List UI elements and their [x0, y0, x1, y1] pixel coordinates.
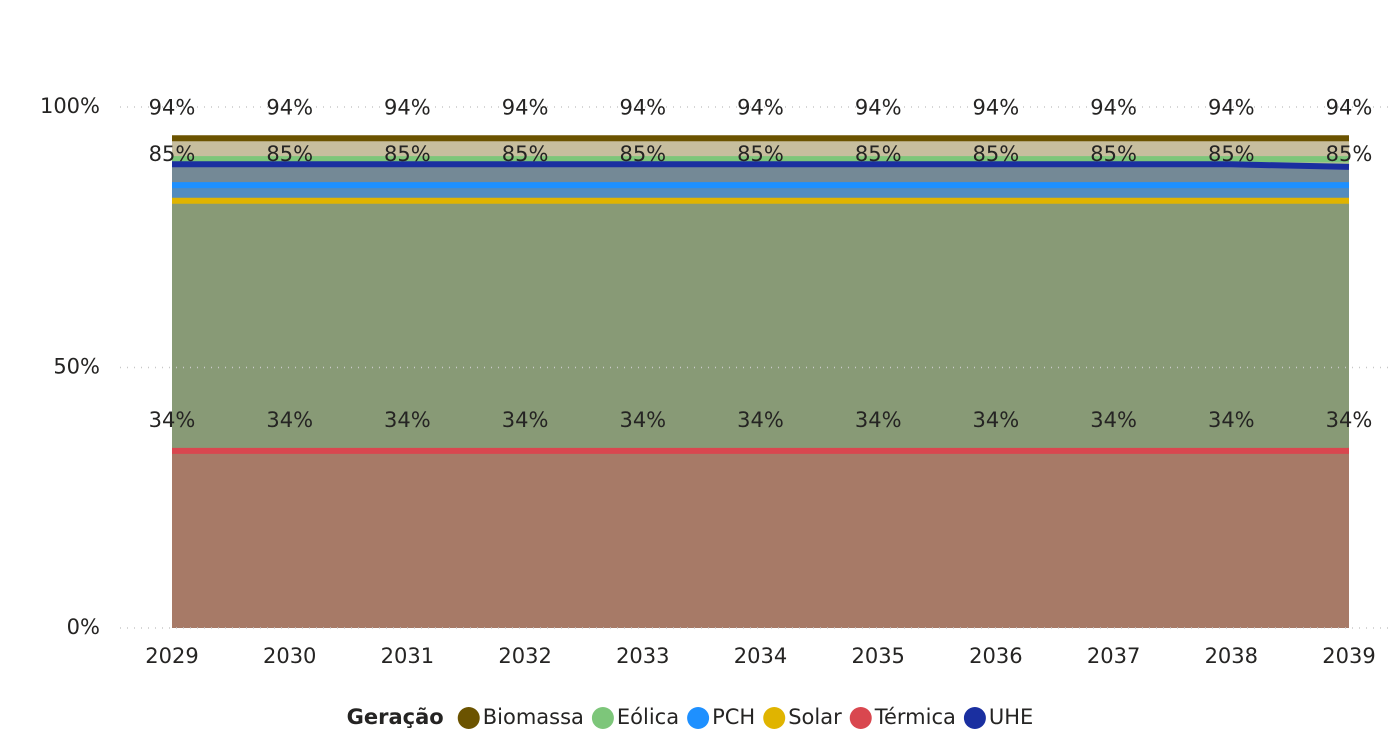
data-label: 34% — [1090, 408, 1137, 432]
legend: Geração Biomassa Eólica PCH Solar Térmica UHE — [347, 705, 1033, 729]
data-label: 34% — [973, 408, 1020, 432]
area — [172, 164, 1349, 628]
x-tick-label: 2036 — [969, 644, 1022, 668]
data-label: 85% — [619, 142, 666, 166]
legend-label: UHE — [989, 705, 1033, 729]
data-label: 34% — [619, 408, 666, 432]
x-tick-label: 2031 — [381, 644, 434, 668]
data-label: 34% — [737, 408, 784, 432]
data-label: 34% — [149, 408, 196, 432]
area — [172, 200, 1349, 628]
data-label: 34% — [266, 408, 313, 432]
data-label: 94% — [737, 95, 784, 119]
data-label: 34% — [502, 408, 549, 432]
legend-label: Solar — [788, 705, 842, 729]
x-tick-label: 2039 — [1322, 644, 1375, 668]
data-label: 94% — [502, 95, 549, 119]
x-tick-label: 2038 — [1205, 644, 1258, 668]
legend-title: Geração — [347, 705, 444, 729]
area — [172, 138, 1349, 628]
x-tick-label: 2032 — [498, 644, 551, 668]
x-tick-label: 2034 — [734, 644, 787, 668]
legend-marker — [849, 707, 872, 729]
data-label: 94% — [149, 95, 196, 119]
x-tick-label: 2035 — [851, 644, 904, 668]
legend-label: PCH — [712, 705, 755, 729]
data-label: 85% — [1326, 142, 1373, 166]
line — [172, 161, 1350, 170]
legend-marker — [687, 707, 710, 729]
data-label: 94% — [384, 95, 431, 119]
y-tick-label: 100% — [40, 94, 100, 118]
y-tick-label: 0% — [67, 615, 100, 639]
y-tick-label: 50% — [53, 355, 100, 379]
data-label: 34% — [855, 408, 902, 432]
x-tick-label: 2029 — [145, 644, 198, 668]
data-label: 85% — [855, 142, 902, 166]
legend-label: Térmica — [874, 705, 956, 729]
data-label: 85% — [973, 142, 1020, 166]
data-label: 94% — [1208, 95, 1255, 119]
x-tick-label: 2037 — [1087, 644, 1140, 668]
data-label: 85% — [1090, 142, 1137, 166]
legend-label: Eólica — [617, 705, 679, 729]
data-label: 85% — [737, 142, 784, 166]
areas — [172, 138, 1349, 628]
data-label: 94% — [973, 95, 1020, 119]
data-label: 85% — [266, 142, 313, 166]
x-tick-label: 2030 — [263, 644, 316, 668]
area — [172, 450, 1349, 628]
legend-marker — [763, 707, 786, 729]
data-label: 94% — [1326, 95, 1373, 119]
data-label: 34% — [1326, 408, 1373, 432]
data-label: 94% — [1090, 95, 1137, 119]
data-label: 85% — [1208, 142, 1255, 166]
legend-marker — [963, 707, 986, 729]
data-label: 34% — [1208, 408, 1255, 432]
x-tick-label: 2033 — [616, 644, 669, 668]
data-label: 85% — [384, 142, 431, 166]
data-label: 85% — [149, 142, 196, 166]
legend-label: Biomassa — [483, 705, 584, 729]
area — [172, 185, 1349, 628]
data-label: 85% — [502, 142, 549, 166]
data-label: 94% — [266, 95, 313, 119]
legend-marker — [457, 707, 480, 729]
legend-marker — [591, 707, 614, 729]
data-label: 94% — [619, 95, 666, 119]
data-label: 34% — [384, 408, 431, 432]
area — [172, 159, 1349, 628]
data-label: 94% — [855, 95, 902, 119]
